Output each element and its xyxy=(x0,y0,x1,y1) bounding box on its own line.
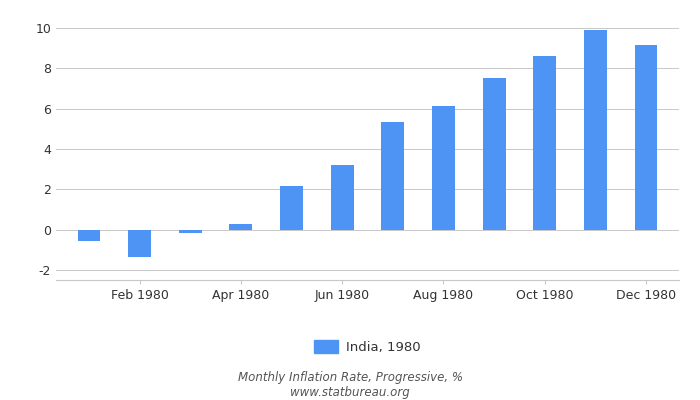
Bar xyxy=(584,30,607,230)
Bar xyxy=(382,122,404,230)
Text: Monthly Inflation Rate, Progressive, %: Monthly Inflation Rate, Progressive, % xyxy=(237,372,463,384)
Bar xyxy=(533,56,556,230)
Bar xyxy=(78,230,100,241)
Bar xyxy=(483,78,505,230)
Bar xyxy=(635,45,657,230)
Bar xyxy=(230,224,252,230)
Bar xyxy=(432,106,455,230)
Legend: India, 1980: India, 1980 xyxy=(309,335,426,359)
Bar xyxy=(331,165,354,230)
Text: www.statbureau.org: www.statbureau.org xyxy=(290,386,410,399)
Bar xyxy=(128,230,151,257)
Bar xyxy=(280,186,303,230)
Bar xyxy=(178,230,202,233)
